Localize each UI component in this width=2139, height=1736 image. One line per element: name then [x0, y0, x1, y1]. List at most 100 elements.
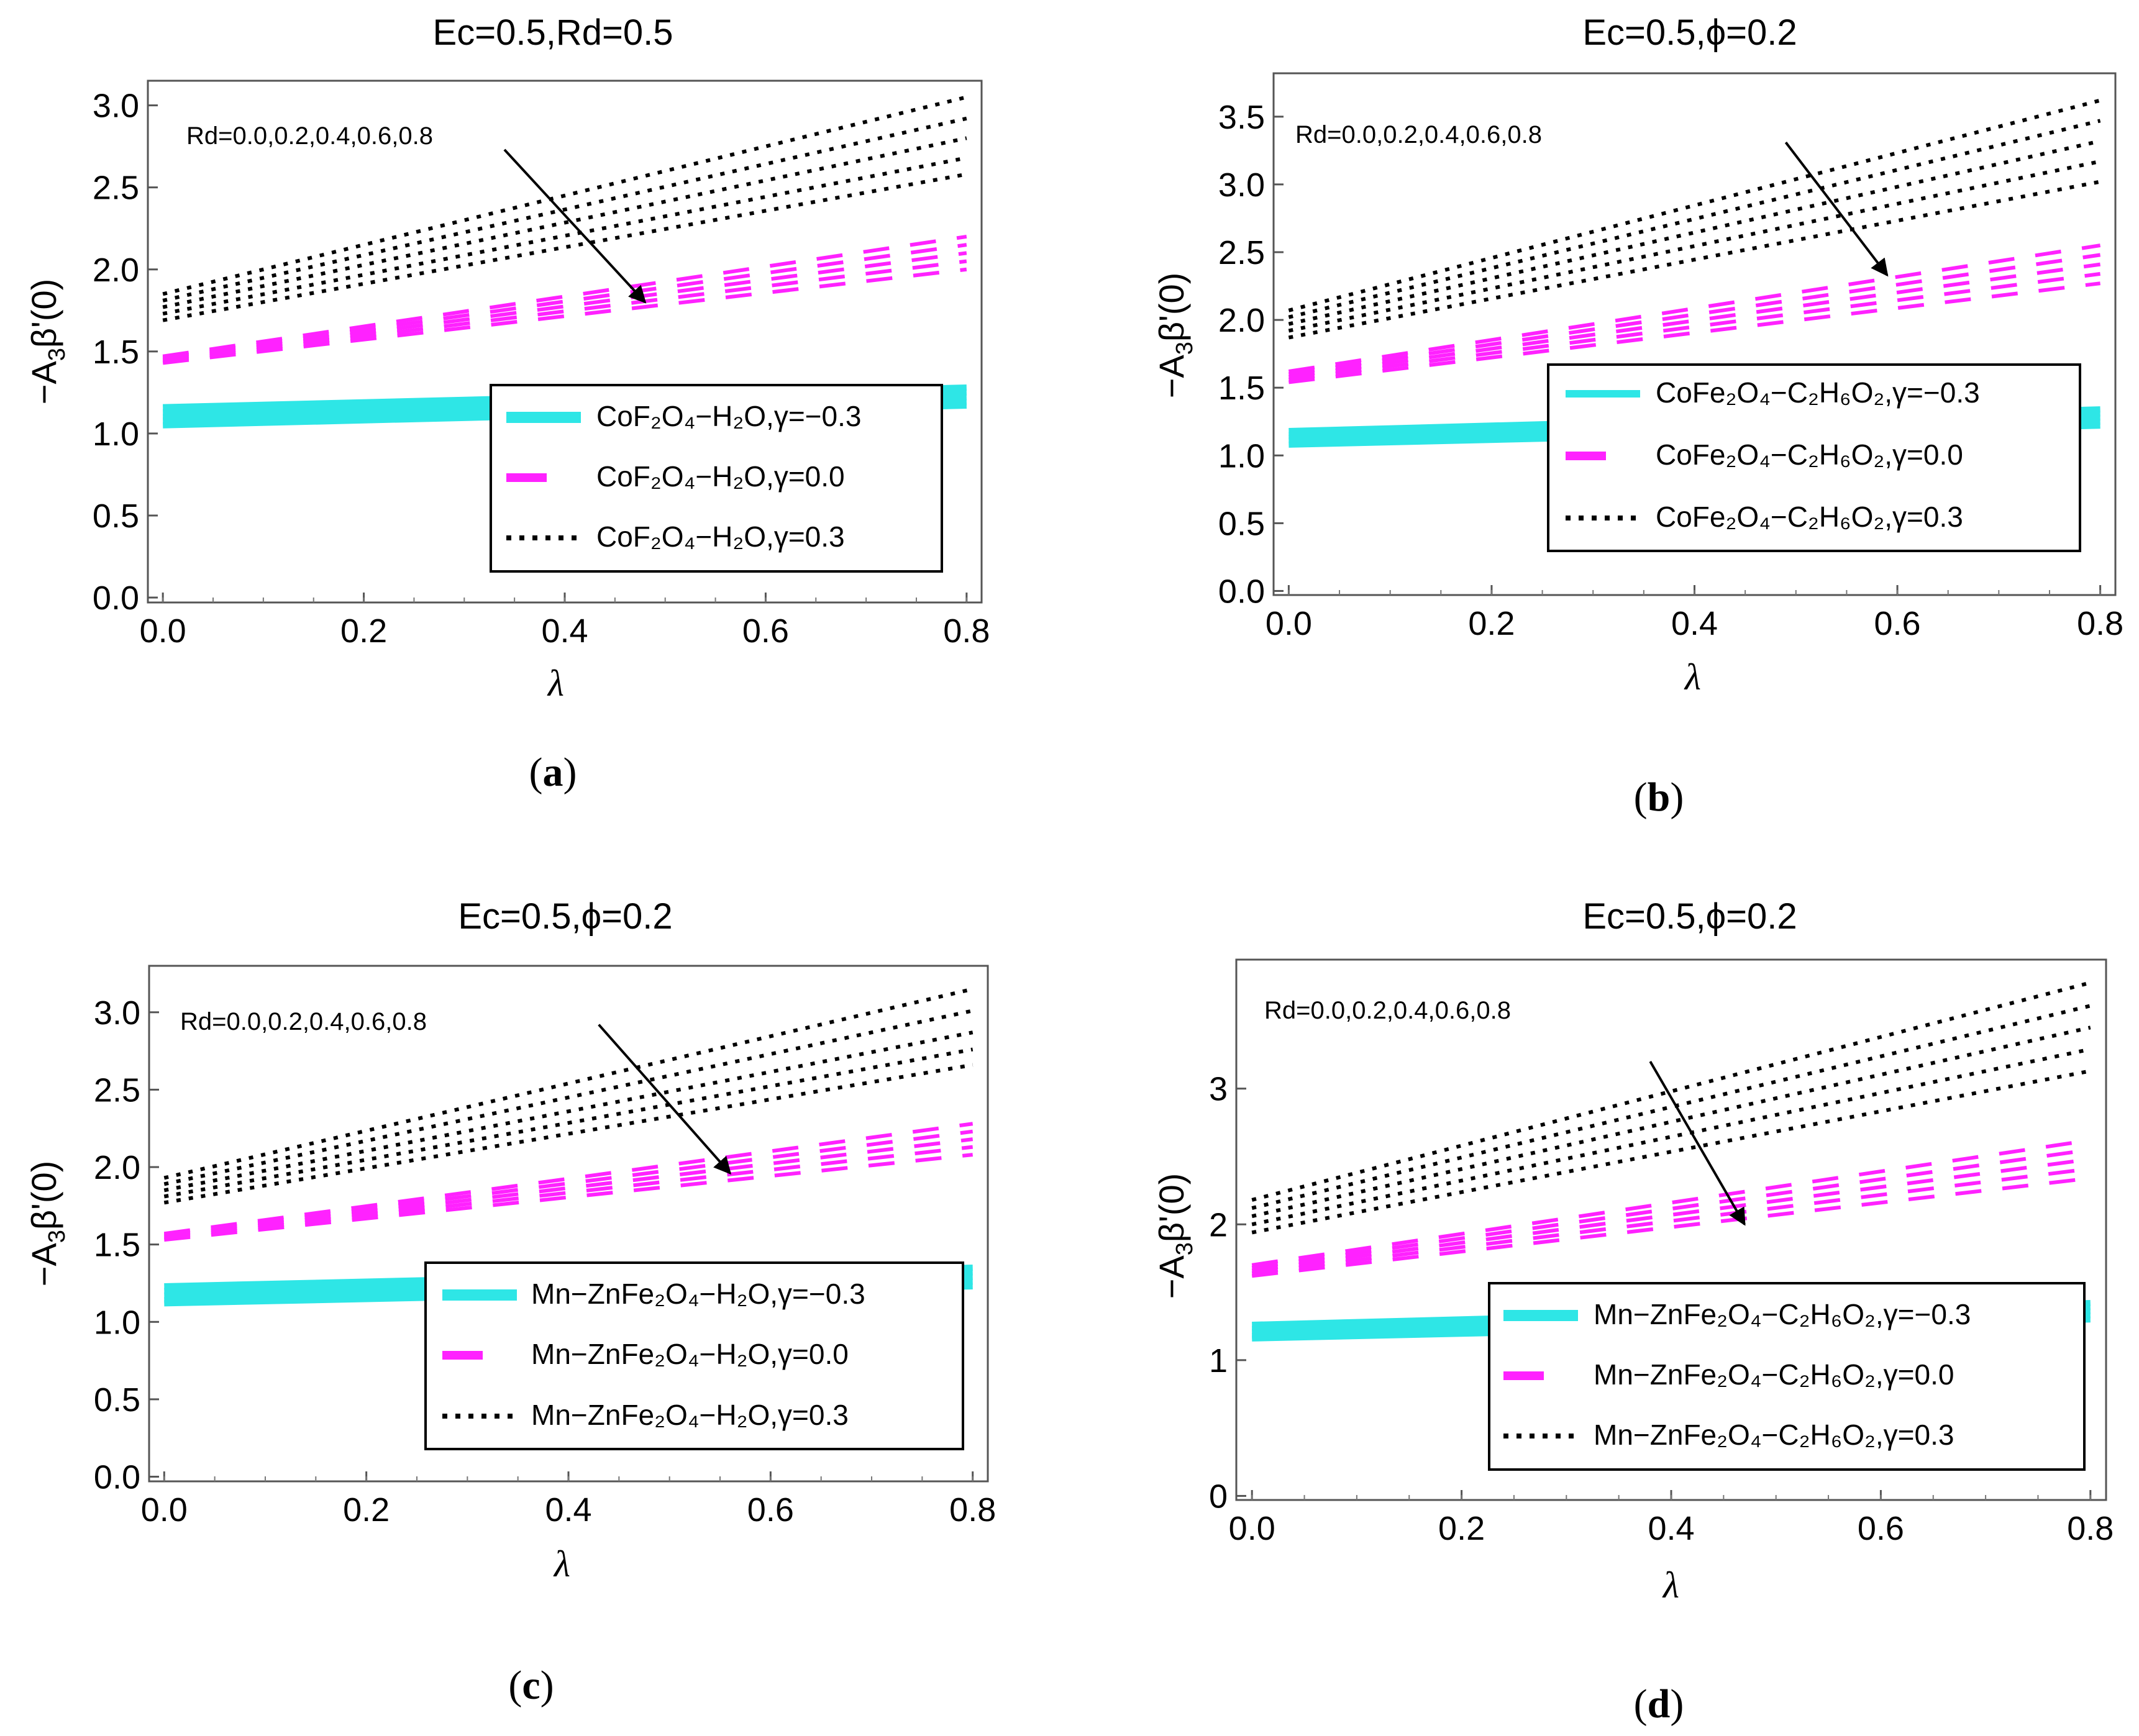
x-tick-label: 0.0	[140, 612, 186, 650]
series-line-dashed-rd4	[162, 267, 967, 365]
legend-label-dashed: CoF₂O₄−H₂O,γ=0.0	[596, 460, 845, 493]
series-line-dotted-rd4	[163, 1063, 974, 1205]
tick-labels: 0.0 0.2 0.4 0.6 0.8 0.0 0.5 1.0 1.5 2.0 2.5 3.0 3.5	[1218, 99, 2123, 642]
panel-a: Ec=0.5,Rd=0.5 0.0 0.2 0.4 0.6 0.8 0.0 0.5 1.0 1.…	[24, 12, 990, 795]
y-tick-label: 2.5	[1218, 234, 1265, 271]
y-tick-label: 1.0	[93, 416, 139, 453]
y-tick-label: 0.5	[93, 498, 139, 535]
series-line-dashed-rd0	[162, 234, 967, 358]
legend-label-dotted: CoFe₂O₄−C₂H₆O₂,γ=0.3	[1656, 501, 1963, 533]
series-line-dashed-rd2	[163, 1137, 974, 1239]
legend-box	[1488, 1282, 2086, 1471]
y-tick-label: 0.5	[1218, 505, 1265, 542]
tick-labels: 0.0 0.2 0.4 0.6 0.8 0.0 0.5 1.0 1.5 2.0 2.5 3.0	[93, 88, 990, 650]
panel-d: Ec=0.5,ϕ=0.2 0.0 0.2 0.4 0.6 0.8 0 1 2 3 Rd=0.0,…	[1152, 896, 2114, 1727]
y-tick-label: 0.5	[94, 1381, 140, 1419]
series-line-dotted-rd0	[1251, 981, 2091, 1202]
x-tick-label: 0.2	[1468, 605, 1515, 642]
chart-title: Ec=0.5,ϕ=0.2	[1582, 896, 1797, 937]
trend-arrow	[598, 1024, 732, 1175]
x-tick-label: 0.6	[1874, 605, 1921, 642]
y-tick-label: 3.0	[93, 88, 139, 125]
x-axis-label: λ	[1684, 657, 1701, 698]
rd-annotation: Rd=0.0,0.2,0.4,0.6,0.8	[180, 1008, 427, 1035]
y-axis-label: −A3β'(0)	[24, 1161, 70, 1287]
x-tick-label: 0.2	[340, 612, 387, 650]
x-tick-label: 0.6	[742, 612, 789, 650]
series-line-dashed-rd2	[162, 251, 967, 362]
panel-caption: (d)	[1634, 1681, 1684, 1727]
chart-title: Ec=0.5,ϕ=0.2	[458, 896, 672, 937]
legend-label-dotted: CoF₂O₄−H₂O,γ=0.3	[596, 520, 845, 553]
series-line-dotted-rd2	[162, 136, 967, 309]
tick-labels: 0.0 0.2 0.4 0.6 0.8 0 1 2 3	[1209, 1071, 2114, 1547]
legend: CoFe₂O₄−C₂H₆O₂,γ=−0.3 CoFe₂O₄−C₂H₆O₂,γ=0…	[1547, 363, 2081, 552]
trend-arrow	[1649, 1060, 1746, 1226]
y-tick-label: 1.5	[93, 334, 139, 371]
y-axis-label: −A3β'(0)	[1152, 273, 1198, 399]
series-line-dotted-rd1	[163, 1009, 974, 1186]
panel-caption: (a)	[529, 750, 577, 795]
y-tick-label: 3	[1209, 1071, 1228, 1108]
panel-b: Ec=0.5,ϕ=0.2 0.0 0.2 0.4 0.6 0.8 0.0 0.5 1.0 1.5…	[1152, 12, 2123, 820]
series-line-dotted-rd3	[1251, 1047, 2091, 1227]
y-tick-label: 0.0	[93, 579, 139, 617]
y-tick-label: 0.0	[94, 1459, 140, 1496]
chart-title: Ec=0.5,ϕ=0.2	[1582, 12, 1797, 53]
series-line-dotted-rd4	[1288, 180, 2101, 340]
y-axis-label: −A3β'(0)	[1152, 1173, 1198, 1299]
legend-label-dashed: Mn−ZnFe₂O₄−C₂H₆O₂,γ=0.0	[1594, 1358, 1954, 1391]
x-tick-label: 0.8	[2067, 1510, 2114, 1547]
y-tick-label: 1.5	[94, 1227, 140, 1264]
series-line-dashed-rd1	[162, 243, 967, 360]
legend-label-solid: CoF₂O₄−H₂O,γ=−0.3	[596, 400, 862, 432]
series-line-dotted-rd1	[1288, 119, 2101, 319]
series-line-dotted-rd3	[163, 1047, 974, 1199]
series-line-dotted-rd0	[163, 987, 974, 1180]
x-tick-label: 0.8	[2077, 605, 2123, 642]
series-line-dashed-rd2	[1251, 1157, 2091, 1273]
tick-marks	[149, 1011, 974, 1481]
y-tick-label: 2.0	[93, 252, 139, 289]
x-tick-label: 0.4	[1671, 605, 1718, 642]
y-tick-label: 2.0	[94, 1149, 140, 1186]
y-tick-label: 1.0	[94, 1304, 140, 1341]
series-line-dotted-rd1	[162, 116, 967, 302]
legend-label-dashed: Mn−ZnFe₂O₄−H₂O,γ=0.0	[531, 1338, 849, 1370]
legend-label-dotted: Mn−ZnFe₂O₄−C₂H₆O₂,γ=0.3	[1594, 1419, 1954, 1451]
x-tick-label: 0.6	[1858, 1510, 1904, 1547]
x-tick-label: 0.6	[747, 1491, 794, 1529]
series-line-dotted-rd4	[1251, 1069, 2091, 1235]
x-axis-label: λ	[547, 663, 564, 704]
legend-label-solid: Mn−ZnFe₂O₄−C₂H₆O₂,γ=−0.3	[1594, 1298, 1971, 1330]
x-tick-label: 0.8	[949, 1491, 996, 1529]
y-tick-label: 0.0	[1218, 573, 1265, 610]
data-marks	[163, 987, 974, 1307]
rd-annotation: Rd=0.0,0.2,0.4,0.6,0.8	[1295, 121, 1542, 148]
rd-annotation: Rd=0.0,0.2,0.4,0.6,0.8	[186, 122, 433, 150]
x-tick-label: 0.8	[943, 612, 990, 650]
y-axis-label: −A3β'(0)	[24, 279, 70, 405]
series-line-dotted-rd2	[1288, 139, 2101, 326]
y-tick-label: 3.0	[1218, 166, 1265, 204]
y-tick-label: 0	[1209, 1478, 1228, 1515]
series-line-dashed-rd0	[1251, 1138, 2091, 1267]
series-line-dotted-rd3	[162, 156, 967, 316]
series-line-dashed-rd0	[1288, 243, 2101, 373]
series-line-dotted-rd2	[1251, 1025, 2091, 1219]
panel-caption: (b)	[1634, 775, 1684, 820]
series-line-dashed-rd3	[1251, 1166, 2091, 1275]
y-tick-label: 3.5	[1218, 99, 1265, 136]
series-line-dashed-rd3	[163, 1145, 974, 1240]
y-tick-label: 2.5	[93, 170, 139, 207]
rd-annotation: Rd=0.0,0.2,0.4,0.6,0.8	[1264, 997, 1511, 1024]
y-tick-label: 1.5	[1218, 370, 1265, 407]
x-tick-label: 0.0	[1266, 605, 1312, 642]
y-tick-label: 2	[1209, 1206, 1228, 1243]
tick-labels: 0.0 0.2 0.4 0.6 0.8 0.0 0.5 1.0 1.5 2.0 2.5 3.0	[94, 994, 996, 1529]
series-line-dotted-rd0	[1288, 98, 2101, 312]
series-line-dashed-rd3	[162, 259, 967, 363]
panel-caption: (c)	[508, 1663, 554, 1708]
y-tick-label: 2.5	[94, 1071, 140, 1109]
